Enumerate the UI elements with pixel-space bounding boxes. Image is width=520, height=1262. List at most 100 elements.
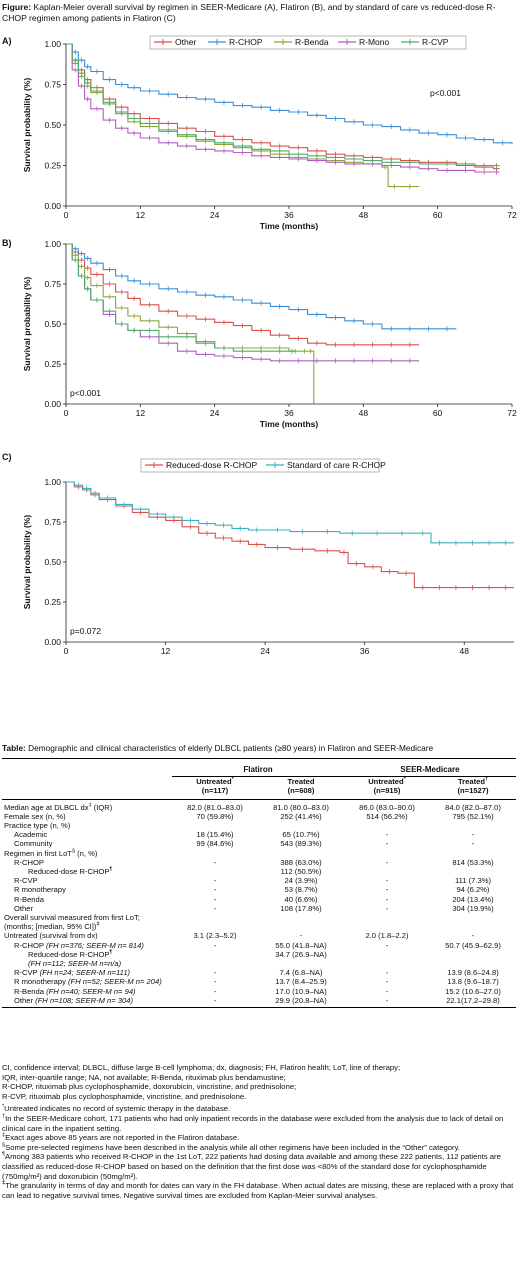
km-chart-c: C) 0.00 0.25 0.50 0.75 1.00 0 12 24 36 48 Survival … [2,452,514,656]
table-cell: 7.4 (6.8–NA) [279,968,323,978]
km-curve-1 [66,43,513,145]
group-flatiron: Flatiron [172,762,344,778]
footnote-marker: § [2,1142,6,1149]
y-tick-label: 0.50 [44,120,61,130]
p-value: p<0.001 [430,88,461,98]
footnote-marker: * [231,776,234,783]
regimen-n: (FH n=376; SEER-M n= 814) [45,940,144,950]
table-cell [344,849,430,858]
table-row: R-CVP (FH n=24; SEER-M n=111) - 7.4 (6.8–N… [2,968,516,977]
footnote: ǂThe granularity in terms of day and mon… [2,1180,514,1200]
column-head: Treated (n=608) [258,776,344,800]
figure-label: Figure: [2,2,32,12]
figure-caption-text: Kaplan-Meier overall survival by regimen… [2,2,496,23]
table-row: Untreated (survival from dx) 3.1 (2.3–5.2… [2,931,516,940]
y-tick-label: 0.25 [44,359,61,369]
km-curve-3 [66,43,500,173]
column-head-n: (n=608) [287,786,315,796]
row-label: R-Benda (FH n=40; SEER-M n= 94) [14,986,136,996]
table-row: (months; [median, 95% CI])ǂ [2,922,516,931]
x-tick-label: 24 [210,210,220,220]
table-row: Other - 108 (17.8%) - 304 (19.9%) [2,904,516,913]
table-cell [258,959,344,968]
table-cell [344,950,430,959]
table-cell [430,959,516,968]
row-label: Regimen in first LoT§ (n, %) [4,848,98,858]
figure-caption: Figure: Kaplan-Meier overall survival by… [2,2,516,23]
footnote-marker: § [71,848,76,855]
table-cell [172,922,258,931]
km-curve-1 [66,243,457,330]
table-row: R-Benda (FH n=40; SEER-M n= 94) - 17.0 (10… [2,987,516,996]
table-cell [344,922,430,931]
row-label: Untreated (survival from dx) [4,931,98,941]
row-label: (months; [median, 95% CI])ǂ [4,921,100,932]
row-label: R-CVP [14,876,38,886]
regimen-n: (FH n=52; SEER-M n= 204) [68,977,162,987]
table-cell [344,959,430,968]
regimen-n: (FH n=40; SEER-M n= 94) [46,986,136,996]
x-tick-label: 48 [459,646,469,656]
km-curve-4 [66,243,296,352]
footnote-marker: ¶ [109,949,113,956]
legend: Reduced-dose R-CHOP Standard of care R-CH… [140,458,386,473]
table-cell: - [385,968,389,978]
abbreviation-line: IQR, inter-quartile range; NA, not avail… [2,1072,286,1082]
panel-label: B) [2,238,12,248]
table-cell [430,821,516,830]
legend-box [140,458,380,473]
regimen-n: (FH n=24; SEER-M n=111) [39,968,131,978]
table-cell: 50.7 (45.9–62.9) [445,940,501,950]
row-label: R-CHOP (FH n=376; SEER-M n= 814) [14,940,144,950]
table-cell [258,849,344,858]
km-chart-b: B) 0.00 0.25 0.50 0.75 1.00 0 12 24 36 48 60 72 Survi… [2,238,517,429]
table-cell [430,950,516,959]
column-head-label: Untreated [196,777,232,787]
x-axis-label: Time (months) [260,221,319,231]
abbreviation-line: CI, confidence interval; DLBCL, diffuse … [2,1063,401,1072]
y-axis-label: Survival probability (%) [22,515,32,610]
x-tick-label: 72 [507,210,517,220]
row-label: Other [14,903,33,913]
table-cell: - [471,931,475,941]
column-head-n: (n=1527) [457,786,489,796]
group-seer-medicare: SEER-Medicare [344,762,516,778]
table-row: R-CHOP - 388 (63.0%) - 814 (53.3%) [2,858,516,867]
footnote: *Untreated indicates no record of system… [2,1103,231,1114]
x-tick-label: 24 [260,646,270,656]
table-cell: 55.0 (41.8–NA) [275,940,327,950]
table-cell [172,913,258,922]
table-cell: 2.0 (1.8–2.2) [365,931,409,941]
table-cell: - [213,876,217,886]
row-label: R-CVP (FH n=24; SEER-M n=111) [14,968,131,978]
footnotes: CI, confidence interval; DLBCL, diffuse … [2,1063,516,1200]
column-head: Untreated* (n=117) [172,776,258,800]
table-cell: 13.9 (8.6–24.8) [447,968,499,978]
table-cell: 86.0 (83.0–90.0) [359,802,415,812]
table-cell: - [385,894,389,904]
footnote-marker: * [403,776,406,783]
y-tick-label: 0.25 [44,597,61,607]
panel-a: A) 0.00 0.25 0.50 0.75 1.00 0 12 24 36 48 60 72 Survi… [0,26,520,236]
footnote-marker: ‡ [2,1132,6,1139]
km-curve-0 [66,481,514,589]
footnote-marker: ǂ [96,921,100,928]
table-cell: 111 (7.3%) [454,876,492,886]
table-cell: - [385,830,389,840]
table-row: Median age at DLBCL dx‡ (IQR) 82.0 (81.0–… [2,802,516,812]
footnote-marker: * [2,1103,5,1110]
table-row: (FH n=112; SEER-M n=n/a) [2,959,516,968]
table-cell [344,867,430,876]
table-row: Reduced-dose R-CHOP¶ 34.7 (26.9–NA) [2,950,516,959]
x-tick-label: 0 [64,210,69,220]
footnote-marker: † [2,1113,6,1120]
footnote-marker: ‡ [88,802,92,809]
km-chart-a: A) 0.00 0.25 0.50 0.75 1.00 0 12 24 36 48 60 72 Survi… [2,35,517,231]
table-cell: 17.0 (10.9–NA) [275,986,327,996]
table-cell: 65 (10.7%) [282,830,320,840]
regimen-n: (FH n=108; SEER-M n= 304) [35,995,134,1005]
table-cell: - [213,995,217,1005]
row-label: R-Benda [14,894,44,904]
km-curve-0 [66,243,420,346]
table-row: Practice type (n, %) [2,821,516,830]
